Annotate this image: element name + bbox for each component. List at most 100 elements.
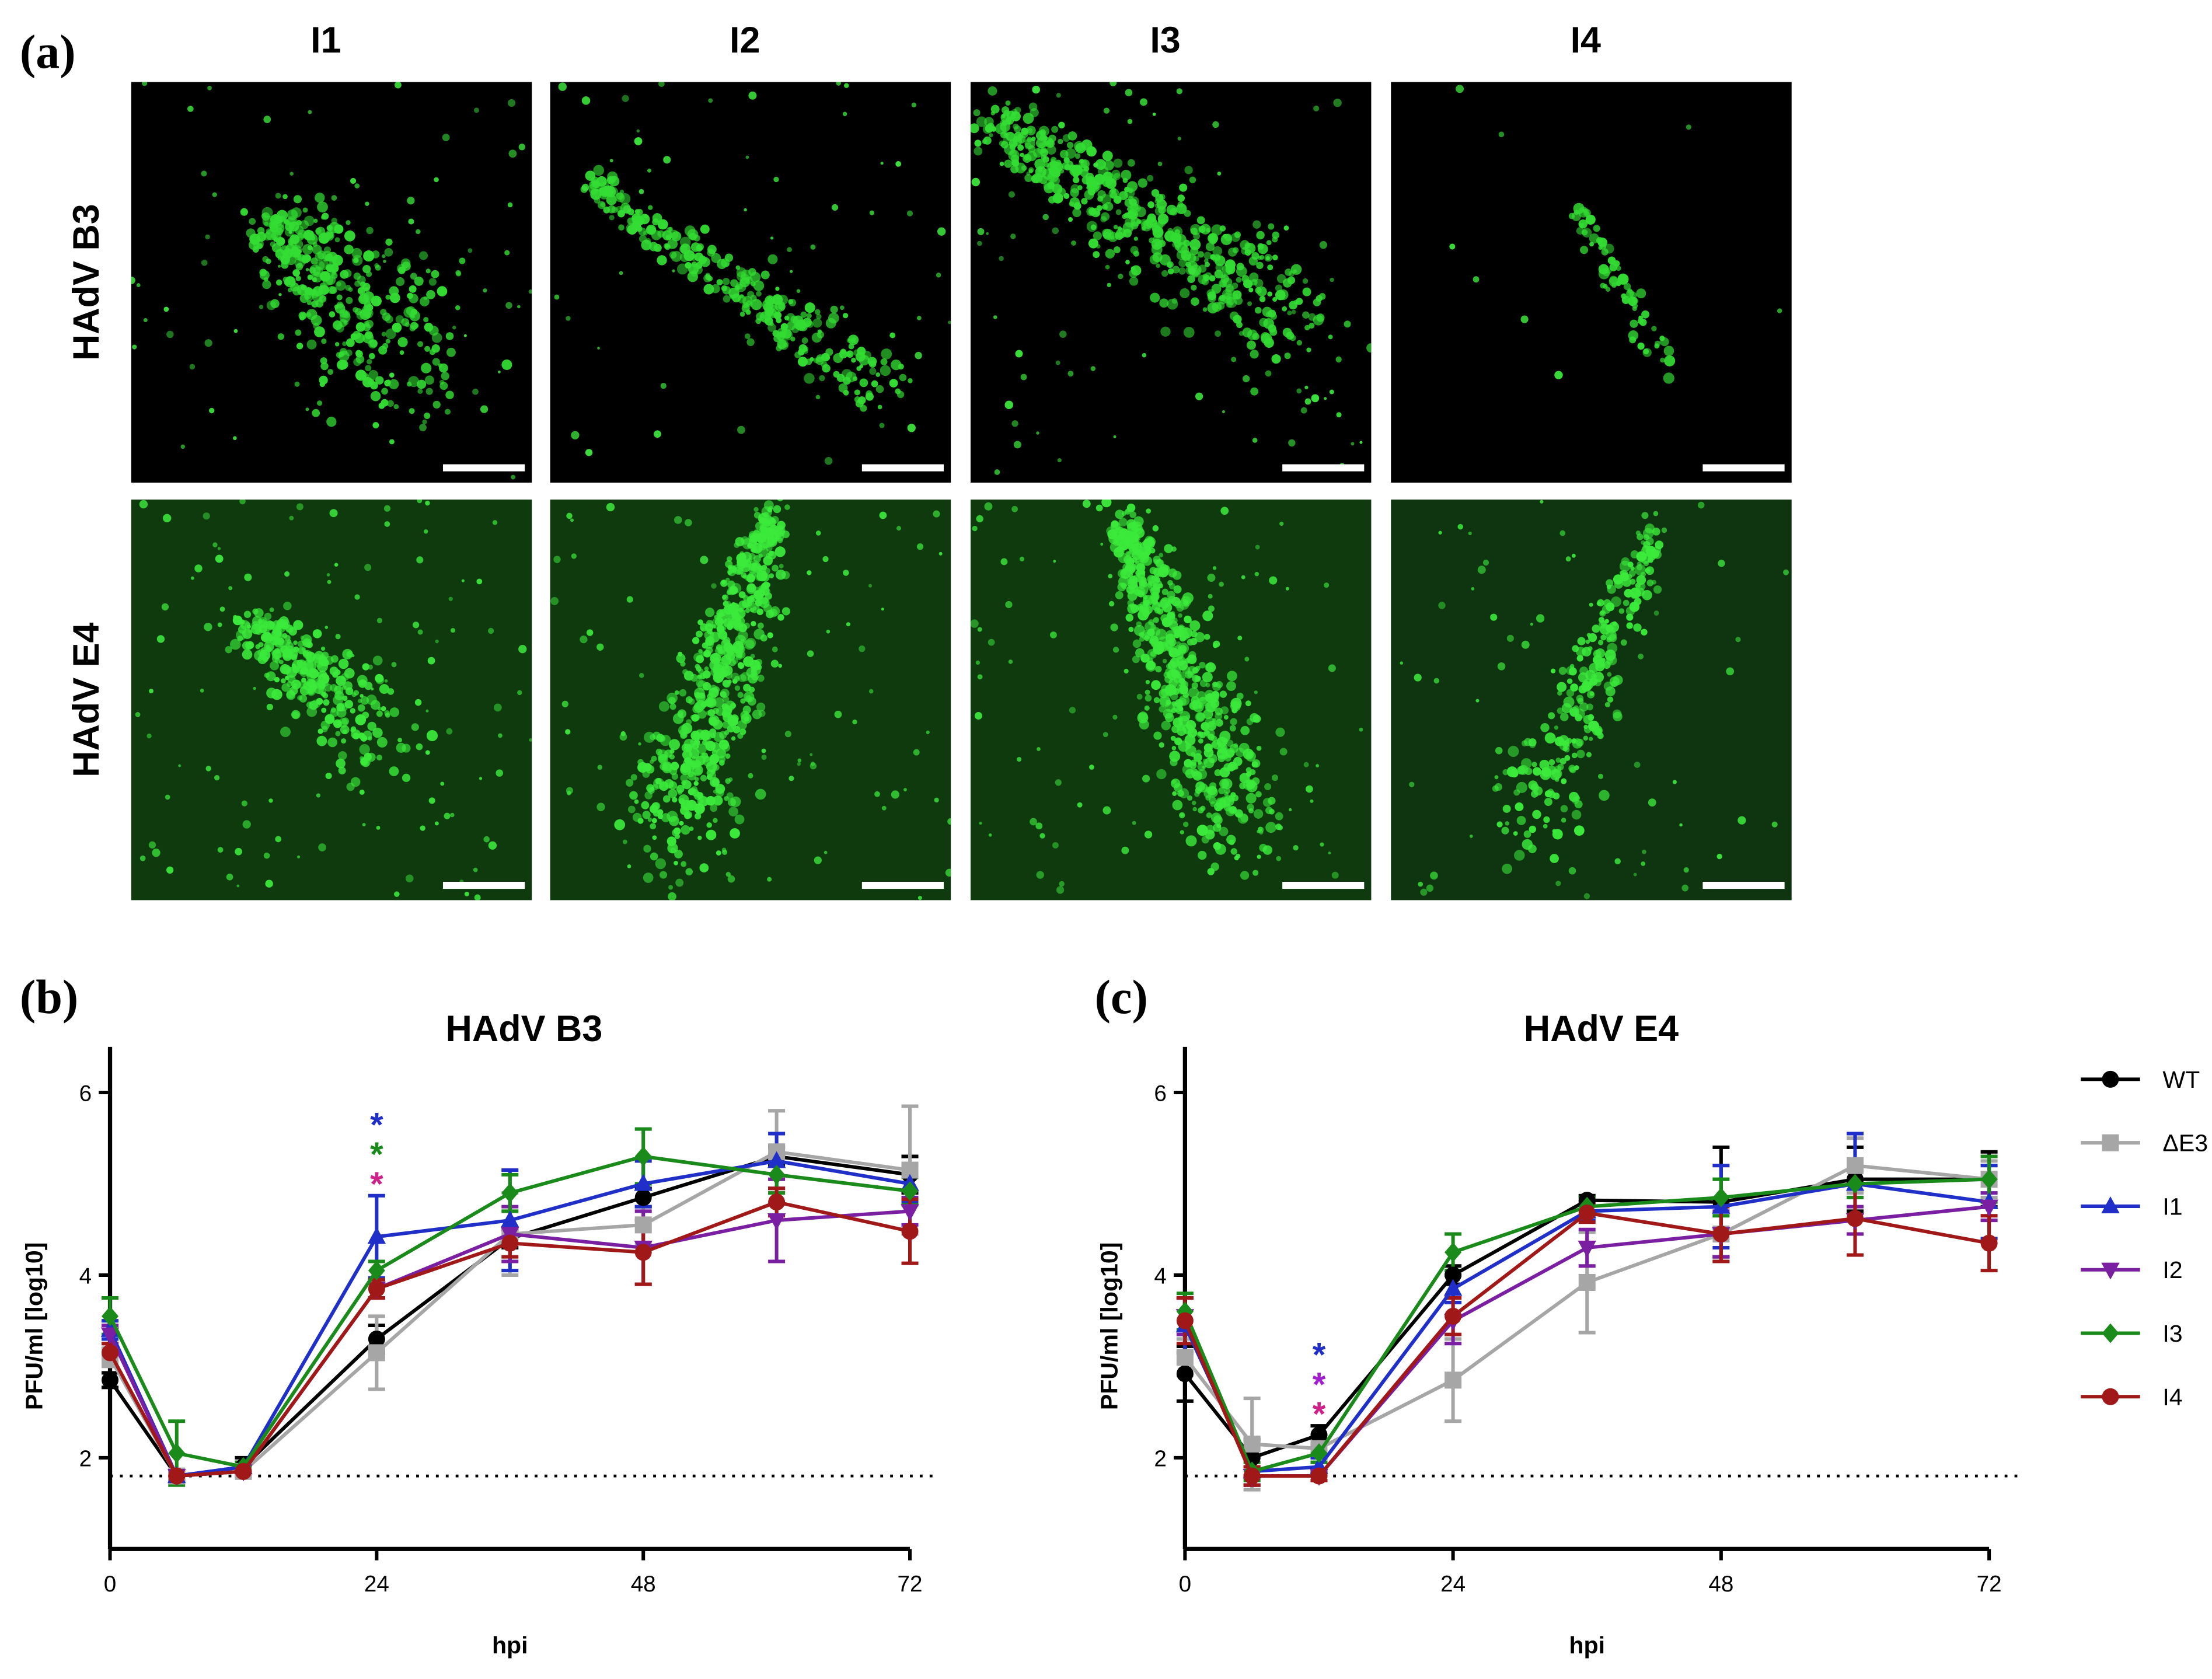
cell bbox=[1275, 284, 1282, 292]
micrograph bbox=[1391, 499, 1792, 900]
cell bbox=[676, 263, 688, 275]
cell bbox=[738, 601, 747, 609]
cell bbox=[316, 226, 326, 236]
cell bbox=[287, 288, 292, 292]
cell bbox=[1329, 389, 1334, 395]
cell bbox=[425, 500, 430, 506]
cell bbox=[284, 634, 291, 641]
cell bbox=[242, 820, 251, 829]
cell bbox=[242, 649, 253, 660]
cell bbox=[896, 526, 901, 531]
cell bbox=[757, 622, 764, 629]
cell bbox=[1208, 605, 1215, 612]
cell bbox=[1636, 575, 1646, 585]
cell bbox=[1185, 714, 1191, 720]
cell bbox=[1113, 158, 1123, 168]
cell bbox=[413, 622, 420, 629]
cell bbox=[419, 251, 428, 260]
cell bbox=[713, 790, 717, 794]
micrograph bbox=[550, 499, 951, 900]
cell bbox=[320, 362, 329, 371]
cell bbox=[1282, 278, 1292, 288]
cell bbox=[362, 759, 370, 767]
cell bbox=[327, 369, 334, 375]
cell bbox=[319, 381, 326, 388]
cell bbox=[340, 725, 350, 735]
cell bbox=[690, 714, 695, 720]
cell bbox=[1310, 799, 1314, 803]
cell bbox=[1111, 187, 1117, 193]
cell bbox=[702, 740, 707, 745]
cell bbox=[1510, 769, 1519, 778]
legend-marker bbox=[2102, 1134, 2119, 1151]
cell bbox=[718, 624, 727, 633]
marker bbox=[1310, 1426, 1328, 1444]
cell bbox=[389, 707, 400, 717]
cell bbox=[692, 742, 699, 750]
cell bbox=[824, 850, 828, 854]
cell bbox=[187, 106, 194, 112]
cell bbox=[1639, 319, 1647, 326]
cell bbox=[741, 713, 752, 724]
cell bbox=[1344, 320, 1351, 328]
cell bbox=[1220, 507, 1229, 515]
cell bbox=[432, 400, 441, 409]
cell bbox=[319, 260, 329, 270]
cell bbox=[641, 239, 652, 250]
cell bbox=[1177, 679, 1187, 687]
cell bbox=[381, 331, 386, 337]
cell bbox=[669, 229, 679, 239]
cell bbox=[659, 871, 668, 879]
cell bbox=[797, 762, 801, 766]
cell bbox=[734, 685, 741, 691]
cell bbox=[977, 240, 982, 246]
cell bbox=[1726, 667, 1735, 676]
cell bbox=[1227, 671, 1237, 682]
cell bbox=[1560, 805, 1568, 813]
cell bbox=[846, 622, 851, 627]
cell bbox=[1554, 725, 1559, 730]
cell bbox=[703, 650, 711, 658]
cell bbox=[836, 374, 845, 382]
cell bbox=[711, 284, 720, 294]
cell bbox=[680, 661, 686, 667]
cell bbox=[704, 802, 708, 806]
significance-mark: * bbox=[370, 1106, 383, 1144]
cell bbox=[1265, 807, 1273, 814]
cell bbox=[296, 855, 301, 859]
cell bbox=[1164, 544, 1173, 553]
cell bbox=[1618, 608, 1625, 614]
cell bbox=[850, 337, 857, 343]
cell bbox=[1302, 287, 1311, 296]
cell bbox=[306, 671, 312, 678]
cell bbox=[1561, 778, 1567, 784]
cell bbox=[702, 670, 711, 679]
cell bbox=[1309, 322, 1315, 329]
cell bbox=[1147, 213, 1156, 223]
significance-mark: * bbox=[1313, 1336, 1326, 1374]
cell bbox=[1028, 169, 1033, 173]
cell bbox=[385, 338, 390, 344]
cell bbox=[619, 271, 623, 275]
cell bbox=[1172, 791, 1177, 796]
cell bbox=[1145, 689, 1150, 695]
cell bbox=[312, 242, 318, 247]
cell bbox=[1543, 823, 1548, 829]
cell bbox=[1236, 322, 1243, 329]
cell bbox=[1140, 98, 1147, 106]
cell bbox=[1196, 769, 1208, 780]
cell bbox=[796, 289, 801, 294]
cell bbox=[807, 650, 814, 657]
cell bbox=[727, 875, 735, 883]
marker bbox=[102, 1344, 119, 1362]
cell bbox=[1167, 298, 1178, 310]
micrograph bbox=[550, 82, 951, 483]
cell bbox=[1135, 570, 1142, 577]
cell bbox=[597, 765, 603, 770]
cell bbox=[528, 289, 532, 294]
cell bbox=[1125, 260, 1130, 264]
cell bbox=[1576, 749, 1585, 759]
cell bbox=[843, 376, 851, 385]
cell bbox=[309, 267, 316, 274]
cell bbox=[1054, 196, 1062, 204]
